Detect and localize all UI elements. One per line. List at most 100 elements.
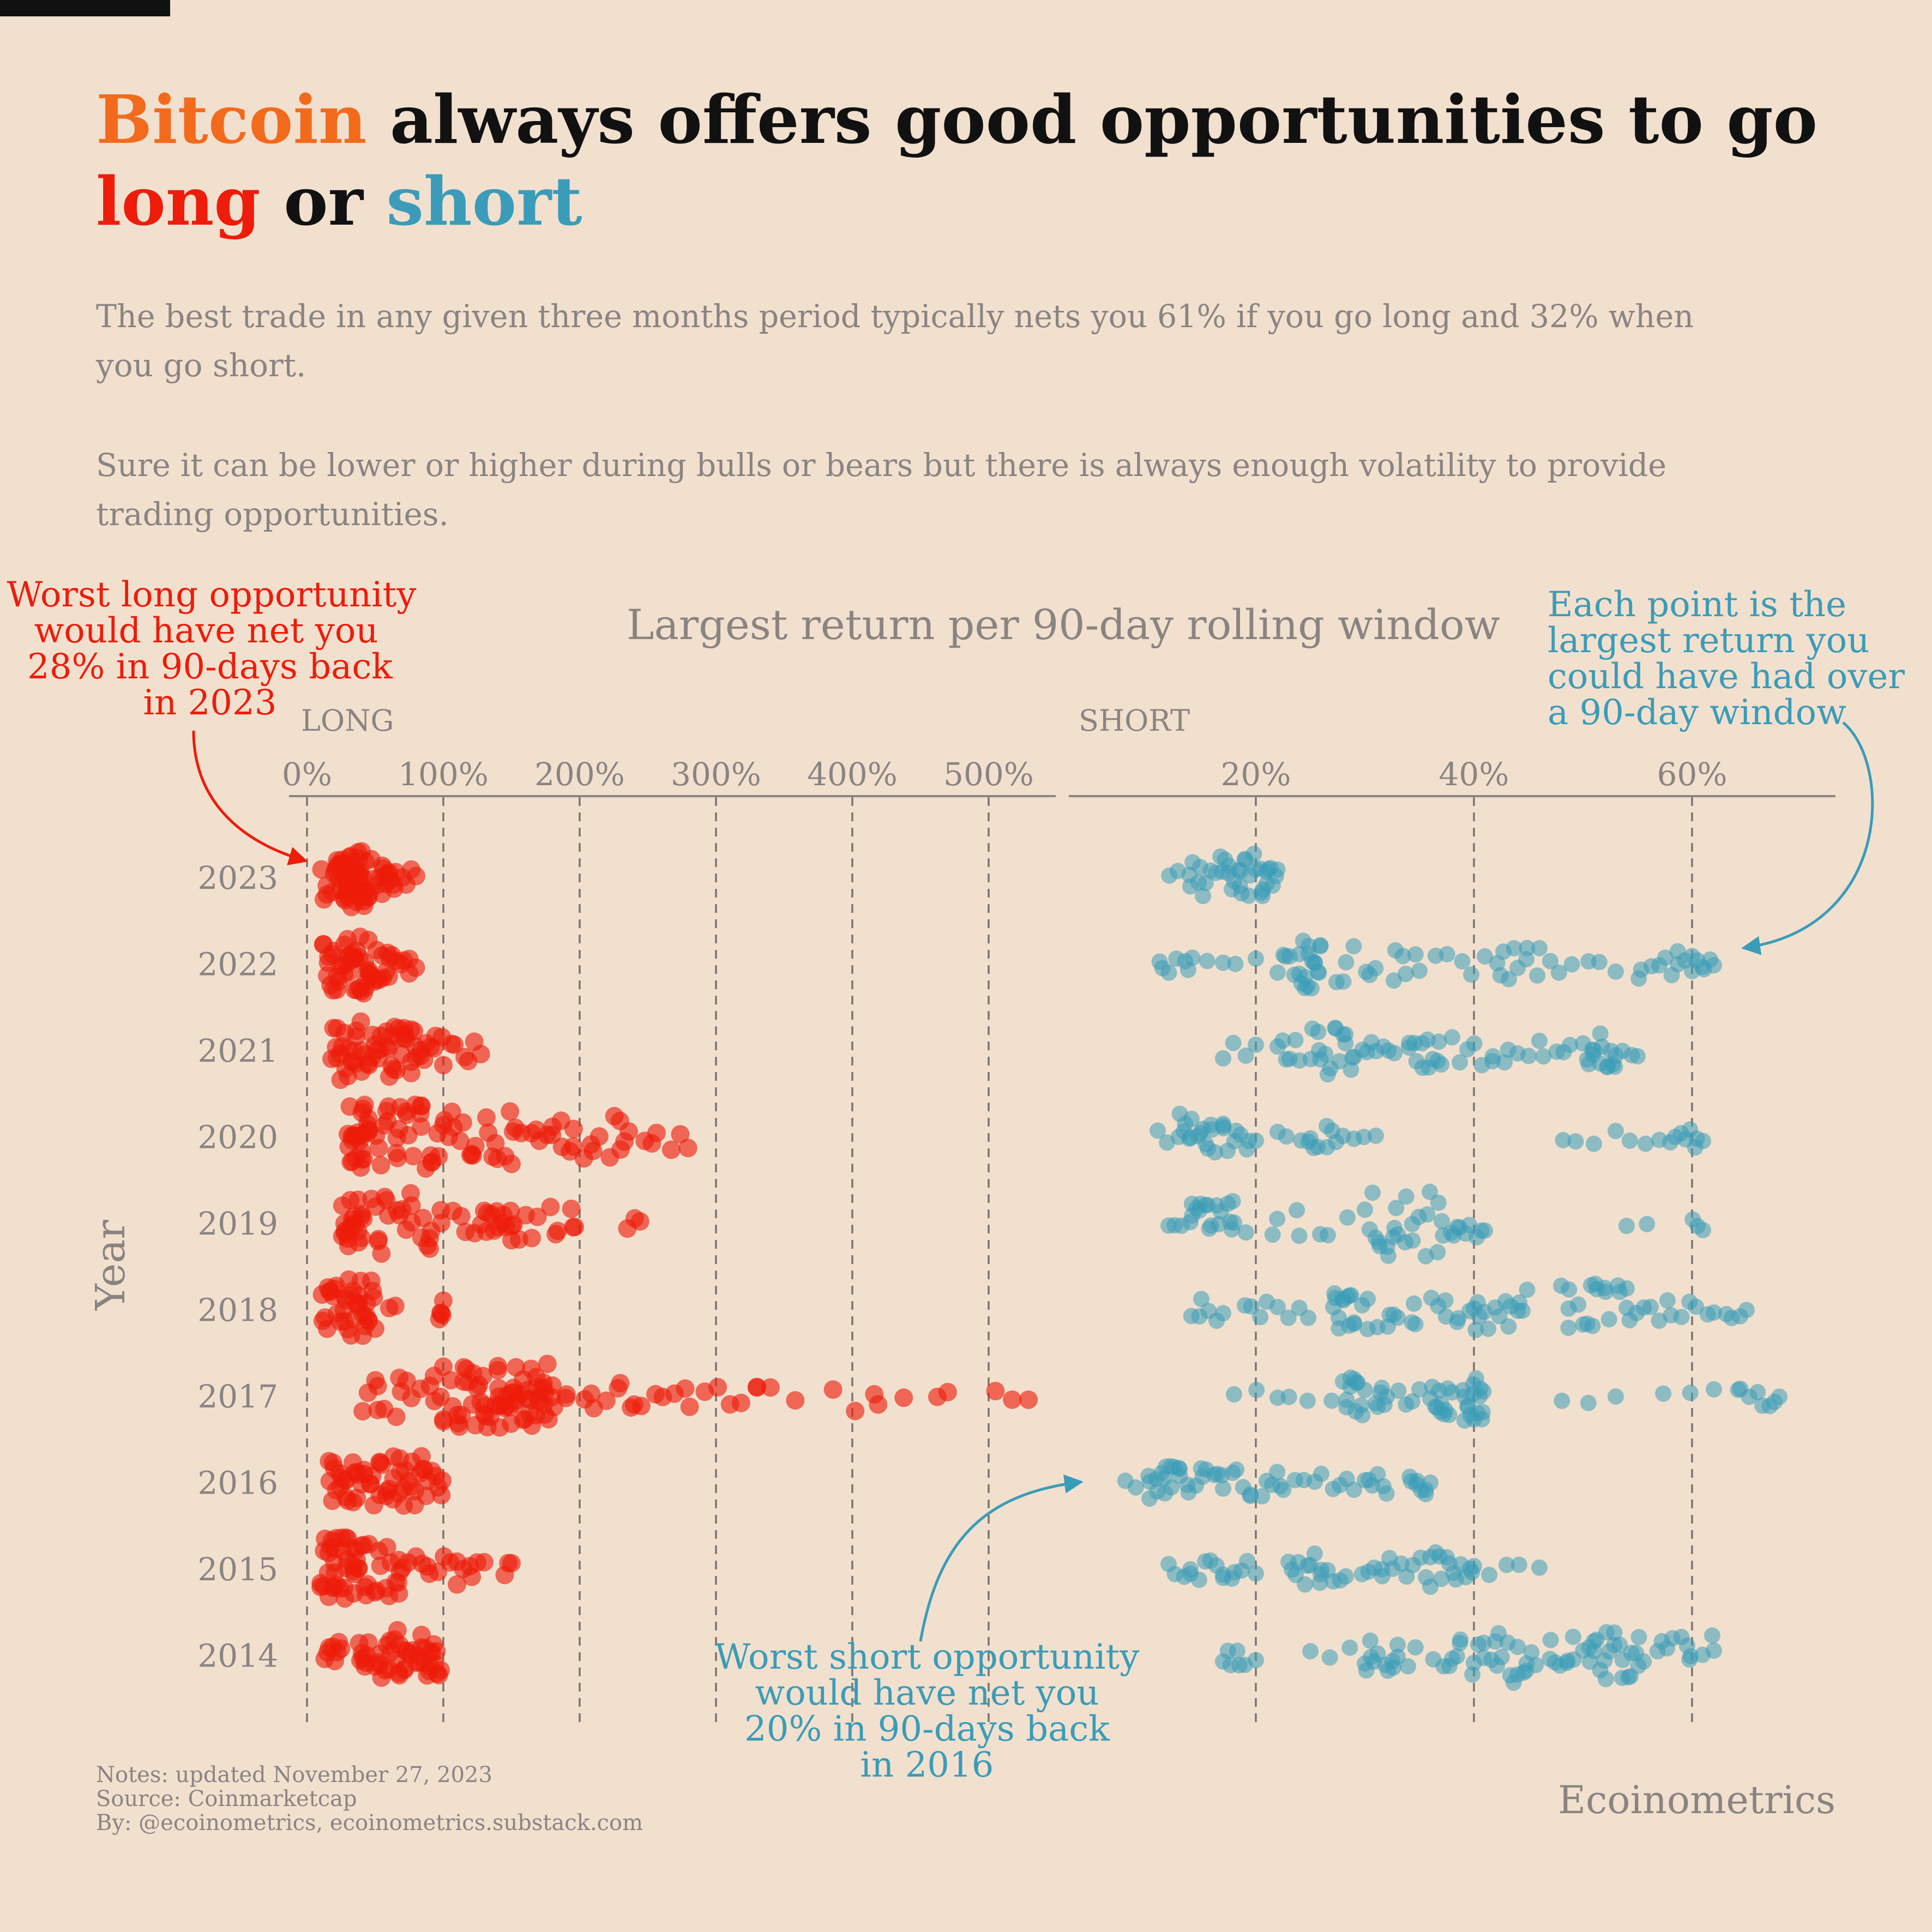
point-short-2020-19 — [1215, 1120, 1232, 1136]
point-short-2014-30 — [1452, 1631, 1469, 1648]
point-long-2017-104 — [732, 1393, 750, 1412]
point-long-2019-65 — [528, 1207, 547, 1226]
point-long-2020-70 — [501, 1102, 520, 1121]
year-label-2018: 2018 — [197, 1292, 278, 1329]
point-short-2018-26 — [1346, 1315, 1362, 1332]
point-short-2022-47 — [1439, 946, 1455, 962]
point-short-2018-40 — [1437, 1292, 1454, 1309]
point-short-2021-3 — [1248, 1036, 1264, 1053]
annotation-short-each-line4: a 90-day window — [1548, 693, 1846, 733]
point-short-2015-20 — [1297, 1576, 1314, 1593]
annotation-long-worst: Worst long opportunity would have net yo… — [7, 575, 416, 723]
point-long-2020-95 — [619, 1122, 639, 1141]
top-bar — [0, 0, 170, 16]
point-long-2017-88 — [582, 1384, 601, 1403]
point-short-2018-59 — [1519, 1281, 1536, 1298]
point-short-2021-20 — [1331, 1053, 1348, 1070]
point-short-2021-13 — [1310, 1024, 1327, 1040]
point-short-2014-81 — [1635, 1653, 1652, 1670]
point-long-2018-44 — [434, 1291, 453, 1310]
point-long-2018-36 — [364, 1288, 383, 1307]
point-short-2019-50 — [1429, 1244, 1446, 1261]
long-points — [311, 842, 1038, 1687]
point-short-2017-69 — [1771, 1388, 1787, 1405]
point-short-2021-58 — [1535, 1048, 1552, 1065]
point-long-2021-51 — [405, 1022, 424, 1041]
point-short-2015-30 — [1337, 1568, 1354, 1585]
annotation-short-each-line2: largest return you — [1548, 621, 1869, 661]
tick-label-long-0: 0% — [282, 756, 332, 793]
point-long-2017-112 — [869, 1395, 888, 1414]
point-long-2019-19 — [354, 1209, 373, 1228]
point-short-2023-38 — [1269, 861, 1286, 878]
point-long-2017-102 — [708, 1378, 727, 1397]
point-short-2018-36 — [1405, 1295, 1422, 1312]
point-short-2020-44 — [1586, 1135, 1602, 1152]
point-long-2017-95 — [632, 1397, 651, 1416]
point-short-2014-68 — [1597, 1671, 1614, 1688]
point-short-2021-2 — [1237, 1048, 1254, 1064]
point-short-2016-1 — [1128, 1479, 1144, 1496]
title-or: or — [261, 162, 387, 240]
point-short-2020-26 — [1248, 1132, 1264, 1149]
point-short-2018-37 — [1407, 1316, 1424, 1333]
point-short-2016-45 — [1346, 1482, 1362, 1498]
point-short-2018-85 — [1673, 1309, 1690, 1326]
point-short-2016-28 — [1228, 1461, 1245, 1478]
point-short-2021-23 — [1337, 1026, 1354, 1043]
point-short-2022-6 — [1184, 949, 1201, 966]
point-long-2020-19 — [354, 1149, 373, 1168]
title-rest: always offers good opportunities to go — [367, 80, 1817, 159]
point-short-2022-44 — [1407, 946, 1424, 963]
point-long-2016-56 — [432, 1485, 451, 1504]
point-long-2015-69 — [475, 1552, 493, 1572]
brand-logo: Ecoinometrics — [1558, 1778, 1835, 1822]
short-points — [1117, 845, 1787, 1691]
point-short-2019-31 — [1364, 1184, 1381, 1201]
point-short-2014-12 — [1362, 1632, 1379, 1649]
point-short-2017-5 — [1323, 1392, 1340, 1409]
annotation-short-each-line3: could have had over — [1548, 657, 1905, 697]
point-short-2018-93 — [1738, 1302, 1755, 1319]
annotation-short-worst-arrow — [919, 1474, 1084, 1642]
point-long-2021-61 — [434, 1056, 453, 1075]
point-short-2017-1 — [1248, 1382, 1265, 1398]
point-short-2021-1 — [1225, 1034, 1242, 1051]
point-short-2014-3 — [1229, 1642, 1245, 1659]
tick-label-short-1: 40% — [1439, 756, 1509, 793]
point-long-2019-16 — [352, 1229, 371, 1248]
point-short-2022-39 — [1367, 960, 1384, 977]
point-long-2015-46 — [377, 1538, 396, 1557]
point-long-2018-43 — [433, 1305, 452, 1325]
point-long-2017-46 — [489, 1357, 507, 1376]
point-long-2015-67 — [462, 1567, 482, 1586]
y-axis-title: Year — [87, 1220, 134, 1311]
point-short-2018-34 — [1389, 1309, 1406, 1326]
point-short-2018-8 — [1252, 1309, 1269, 1326]
point-long-2020-45 — [412, 1117, 431, 1136]
point-short-2017-65 — [1749, 1384, 1766, 1400]
point-long-2017-107 — [761, 1378, 780, 1397]
point-long-2022-57 — [406, 958, 425, 977]
annotation-long-arrow — [192, 730, 308, 865]
point-long-2017-115 — [938, 1382, 957, 1401]
point-short-2017-54 — [1474, 1404, 1491, 1421]
point-long-2017-106 — [748, 1378, 766, 1397]
year-label-2015: 2015 — [197, 1551, 278, 1588]
point-long-2019-74 — [630, 1212, 649, 1231]
point-short-2015-56 — [1466, 1558, 1482, 1574]
point-short-2017-61 — [1706, 1381, 1722, 1398]
point-short-2021-56 — [1520, 1048, 1537, 1064]
point-short-2022-10 — [1248, 950, 1264, 967]
point-short-2022-59 — [1529, 967, 1546, 984]
year-label-2017: 2017 — [197, 1378, 278, 1415]
point-short-2016-26 — [1215, 1480, 1231, 1497]
point-short-2018-2 — [1193, 1291, 1209, 1308]
point-short-2021-61 — [1562, 1037, 1579, 1054]
point-long-2019-64 — [522, 1229, 541, 1248]
point-long-2015-63 — [448, 1575, 466, 1594]
point-short-2014-21 — [1389, 1636, 1406, 1653]
point-short-2015-59 — [1510, 1556, 1527, 1573]
point-short-2016-41 — [1313, 1465, 1329, 1482]
